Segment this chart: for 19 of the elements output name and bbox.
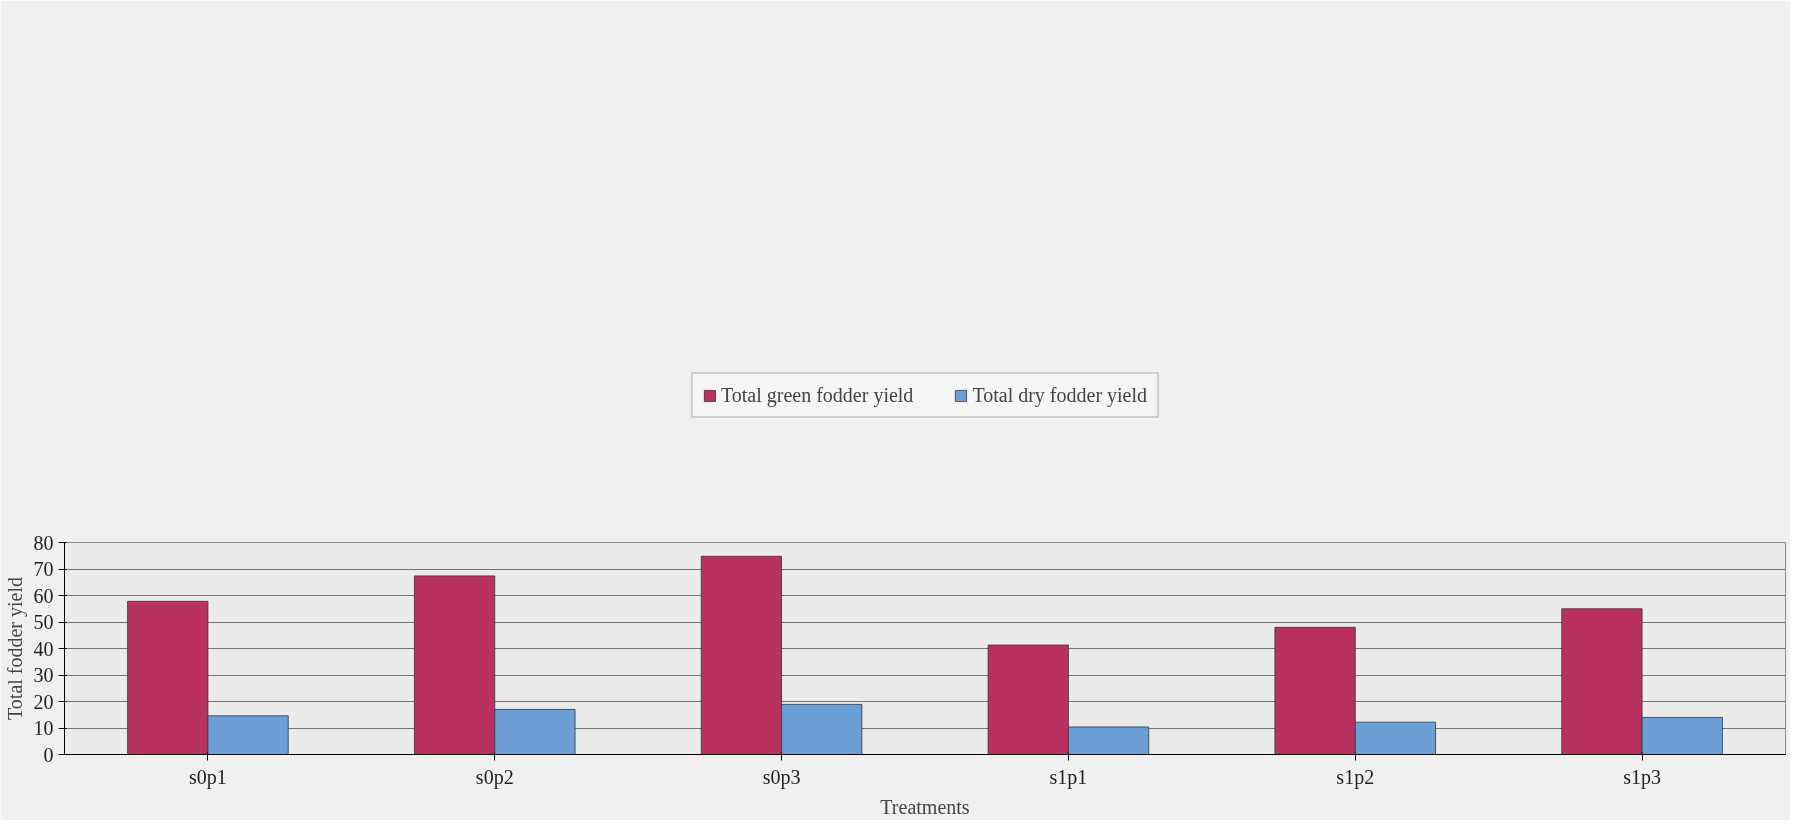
y-tick-label: 20 (33, 690, 54, 713)
legend-label: Total green fodder yield (720, 383, 914, 407)
y-tick-label: 60 (33, 584, 54, 607)
y-tick-label: 50 (33, 611, 54, 633)
x-tick-label: s0p3 (762, 765, 801, 789)
y-tick-label: 30 (33, 664, 54, 686)
x-tick-label: s1p1 (1049, 765, 1088, 789)
x-tick-label: s1p3 (1623, 765, 1661, 789)
y-tick-label: 0 (43, 743, 54, 766)
legend-label: Total dry fodder yield (972, 383, 1148, 407)
y-tick-label: 40 (33, 637, 54, 660)
x-tick-label: s1p2 (1336, 765, 1375, 789)
x-tick-label: s0p1 (189, 765, 227, 789)
y-tick-label: 80 (33, 531, 54, 554)
y-axis-title: Total fodder yield (3, 577, 27, 720)
y-tick-label: 70 (33, 558, 54, 580)
x-axis-title: Treatments (880, 795, 970, 818)
x-tick-label: s0p2 (475, 765, 514, 789)
y-tick-label: 10 (33, 717, 54, 739)
